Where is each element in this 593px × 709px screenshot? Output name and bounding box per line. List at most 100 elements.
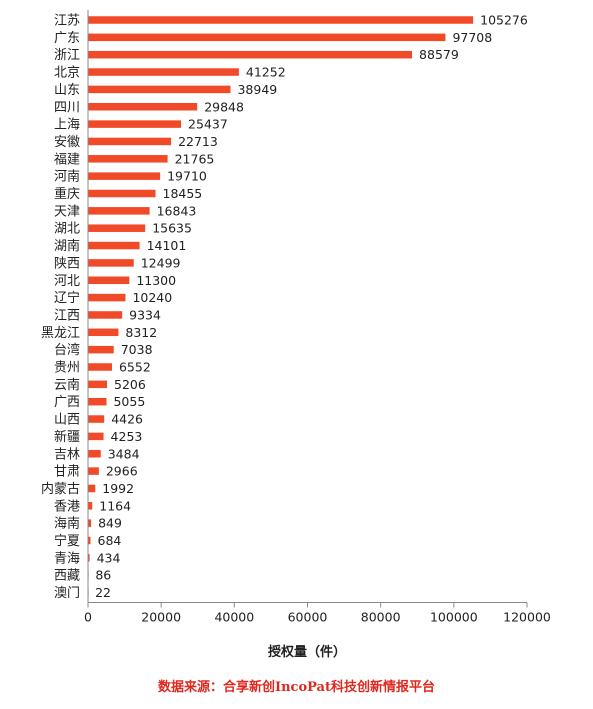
category-label: 上海 [54,118,80,133]
bar [88,224,146,232]
category-label: 陕西 [54,256,80,271]
category-label: 河北 [54,274,80,289]
value-label: 21765 [175,151,215,166]
value-label: 7038 [121,342,153,357]
bar [88,293,126,302]
category-label: 江苏 [54,13,80,29]
value-label: 5055 [113,394,145,409]
bar [88,16,474,24]
x-tick-label: 100000 [430,610,478,625]
category-label: 山东 [54,83,80,98]
value-label: 105276 [480,13,528,28]
value-label: 2966 [106,464,138,479]
bar [88,172,161,180]
category-label: 湖北 [54,222,80,237]
value-label: 4426 [111,412,143,427]
value-label: 1164 [99,498,131,513]
value-label: 16843 [157,203,197,218]
value-label: 19710 [167,169,207,184]
bar [88,554,90,562]
value-label: 14101 [147,238,187,253]
category-label: 江西 [54,308,80,323]
category-label: 青海 [54,551,80,566]
category-label: 海南 [54,516,80,532]
bar [88,467,99,475]
category-label: 甘肃 [54,465,80,480]
value-label: 22 [95,585,111,600]
value-label: 9334 [129,307,161,322]
category-label: 天津 [54,204,80,219]
bar [88,311,123,319]
value-label: 97708 [452,30,492,45]
bars-layer: 江苏 105276 广东 97708 浙江 88579 北京 41252 山东 38949 四川 29… [41,13,528,602]
bar [88,363,112,371]
value-label: 86 [95,568,111,583]
value-label: 10240 [132,290,172,305]
category-label: 安徽 [54,135,80,150]
category-label: 福建 [54,152,80,167]
category-label: 云南 [54,377,80,393]
bar [88,155,168,163]
category-label: 吉林 [54,447,80,462]
value-label: 849 [98,516,122,531]
bar [88,345,114,354]
x-axis: 0 20000 40000 60000 80000 100000 120000 [84,10,551,625]
value-label: 684 [98,533,122,548]
x-tick-label: 60000 [288,610,328,625]
value-label: 8312 [125,325,157,340]
value-label: 1992 [102,481,134,496]
value-label: 29848 [204,99,244,114]
x-tick-label: 20000 [141,610,181,625]
value-label: 4253 [111,429,143,444]
category-label: 浙江 [54,48,80,63]
x-tick-label: 40000 [214,610,254,625]
value-label: 5206 [114,377,146,392]
bar [88,276,130,284]
category-label: 内蒙古 [41,481,80,497]
bar [88,432,104,441]
bar [88,189,156,198]
value-label: 434 [97,550,121,565]
category-label: 山西 [54,413,80,428]
bar [88,207,150,215]
category-label: 广东 [54,31,80,46]
value-label: 38949 [237,82,277,97]
category-label: 宁夏 [54,533,80,549]
value-label: 88579 [419,47,459,62]
bar [88,328,119,337]
bar [88,68,239,76]
bar [88,484,96,493]
category-label: 辽宁 [54,290,80,306]
category-label: 广西 [54,395,80,410]
bar [88,120,182,128]
category-label: 贵州 [54,361,80,376]
data-source-note: 数据来源：合享新创IncoPat科技创新情报平台 [158,680,435,695]
value-label: 22713 [178,134,218,149]
category-label: 河南 [54,169,80,185]
x-tick-label: 80000 [361,610,401,625]
category-label: 台湾 [54,342,80,358]
category-label: 湖南 [54,238,80,254]
bar [88,519,92,527]
value-label: 18455 [163,186,203,201]
category-label: 新疆 [54,429,80,445]
bar [88,536,91,545]
bar [88,85,231,94]
value-label: 12499 [141,255,181,270]
category-label: 澳门 [54,585,80,601]
category-label: 西藏 [54,569,80,584]
bar [88,241,140,250]
x-axis-title: 授权量（件） [268,644,346,660]
value-label: 25437 [188,117,228,132]
bar [88,380,108,389]
bar [88,415,105,423]
x-tick-label: 0 [84,610,92,625]
bar [88,33,446,42]
value-label: 15635 [152,221,192,236]
category-label: 重庆 [54,186,80,202]
category-label: 香港 [54,499,80,514]
bar [88,50,413,59]
value-label: 6552 [119,360,151,375]
value-label: 11300 [136,273,176,288]
